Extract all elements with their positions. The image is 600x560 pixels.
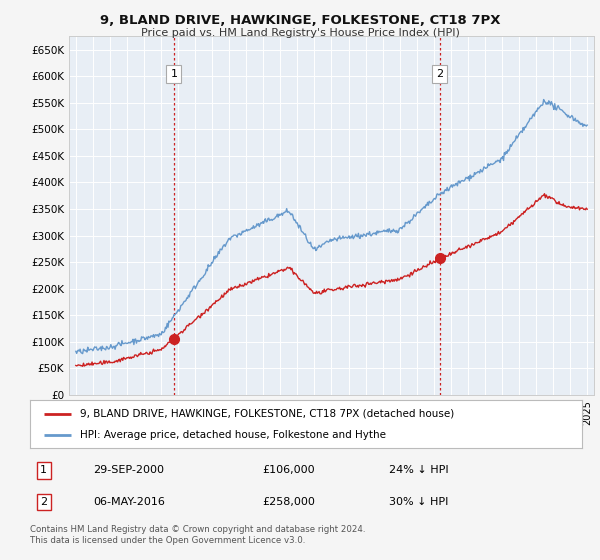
- Text: 30% ↓ HPI: 30% ↓ HPI: [389, 497, 448, 507]
- Text: 9, BLAND DRIVE, HAWKINGE, FOLKESTONE, CT18 7PX: 9, BLAND DRIVE, HAWKINGE, FOLKESTONE, CT…: [100, 14, 500, 27]
- Text: 2: 2: [40, 497, 47, 507]
- Text: Contains HM Land Registry data © Crown copyright and database right 2024.
This d: Contains HM Land Registry data © Crown c…: [30, 525, 365, 545]
- Text: 24% ↓ HPI: 24% ↓ HPI: [389, 465, 448, 475]
- Text: Price paid vs. HM Land Registry's House Price Index (HPI): Price paid vs. HM Land Registry's House …: [140, 28, 460, 38]
- Text: 1: 1: [170, 69, 178, 79]
- Text: 06-MAY-2016: 06-MAY-2016: [94, 497, 166, 507]
- Text: 1: 1: [40, 465, 47, 475]
- Text: 29-SEP-2000: 29-SEP-2000: [94, 465, 164, 475]
- Text: £106,000: £106,000: [262, 465, 314, 475]
- Text: 2: 2: [436, 69, 443, 79]
- Text: £258,000: £258,000: [262, 497, 315, 507]
- Text: 9, BLAND DRIVE, HAWKINGE, FOLKESTONE, CT18 7PX (detached house): 9, BLAND DRIVE, HAWKINGE, FOLKESTONE, CT…: [80, 409, 454, 419]
- Text: HPI: Average price, detached house, Folkestone and Hythe: HPI: Average price, detached house, Folk…: [80, 430, 386, 440]
